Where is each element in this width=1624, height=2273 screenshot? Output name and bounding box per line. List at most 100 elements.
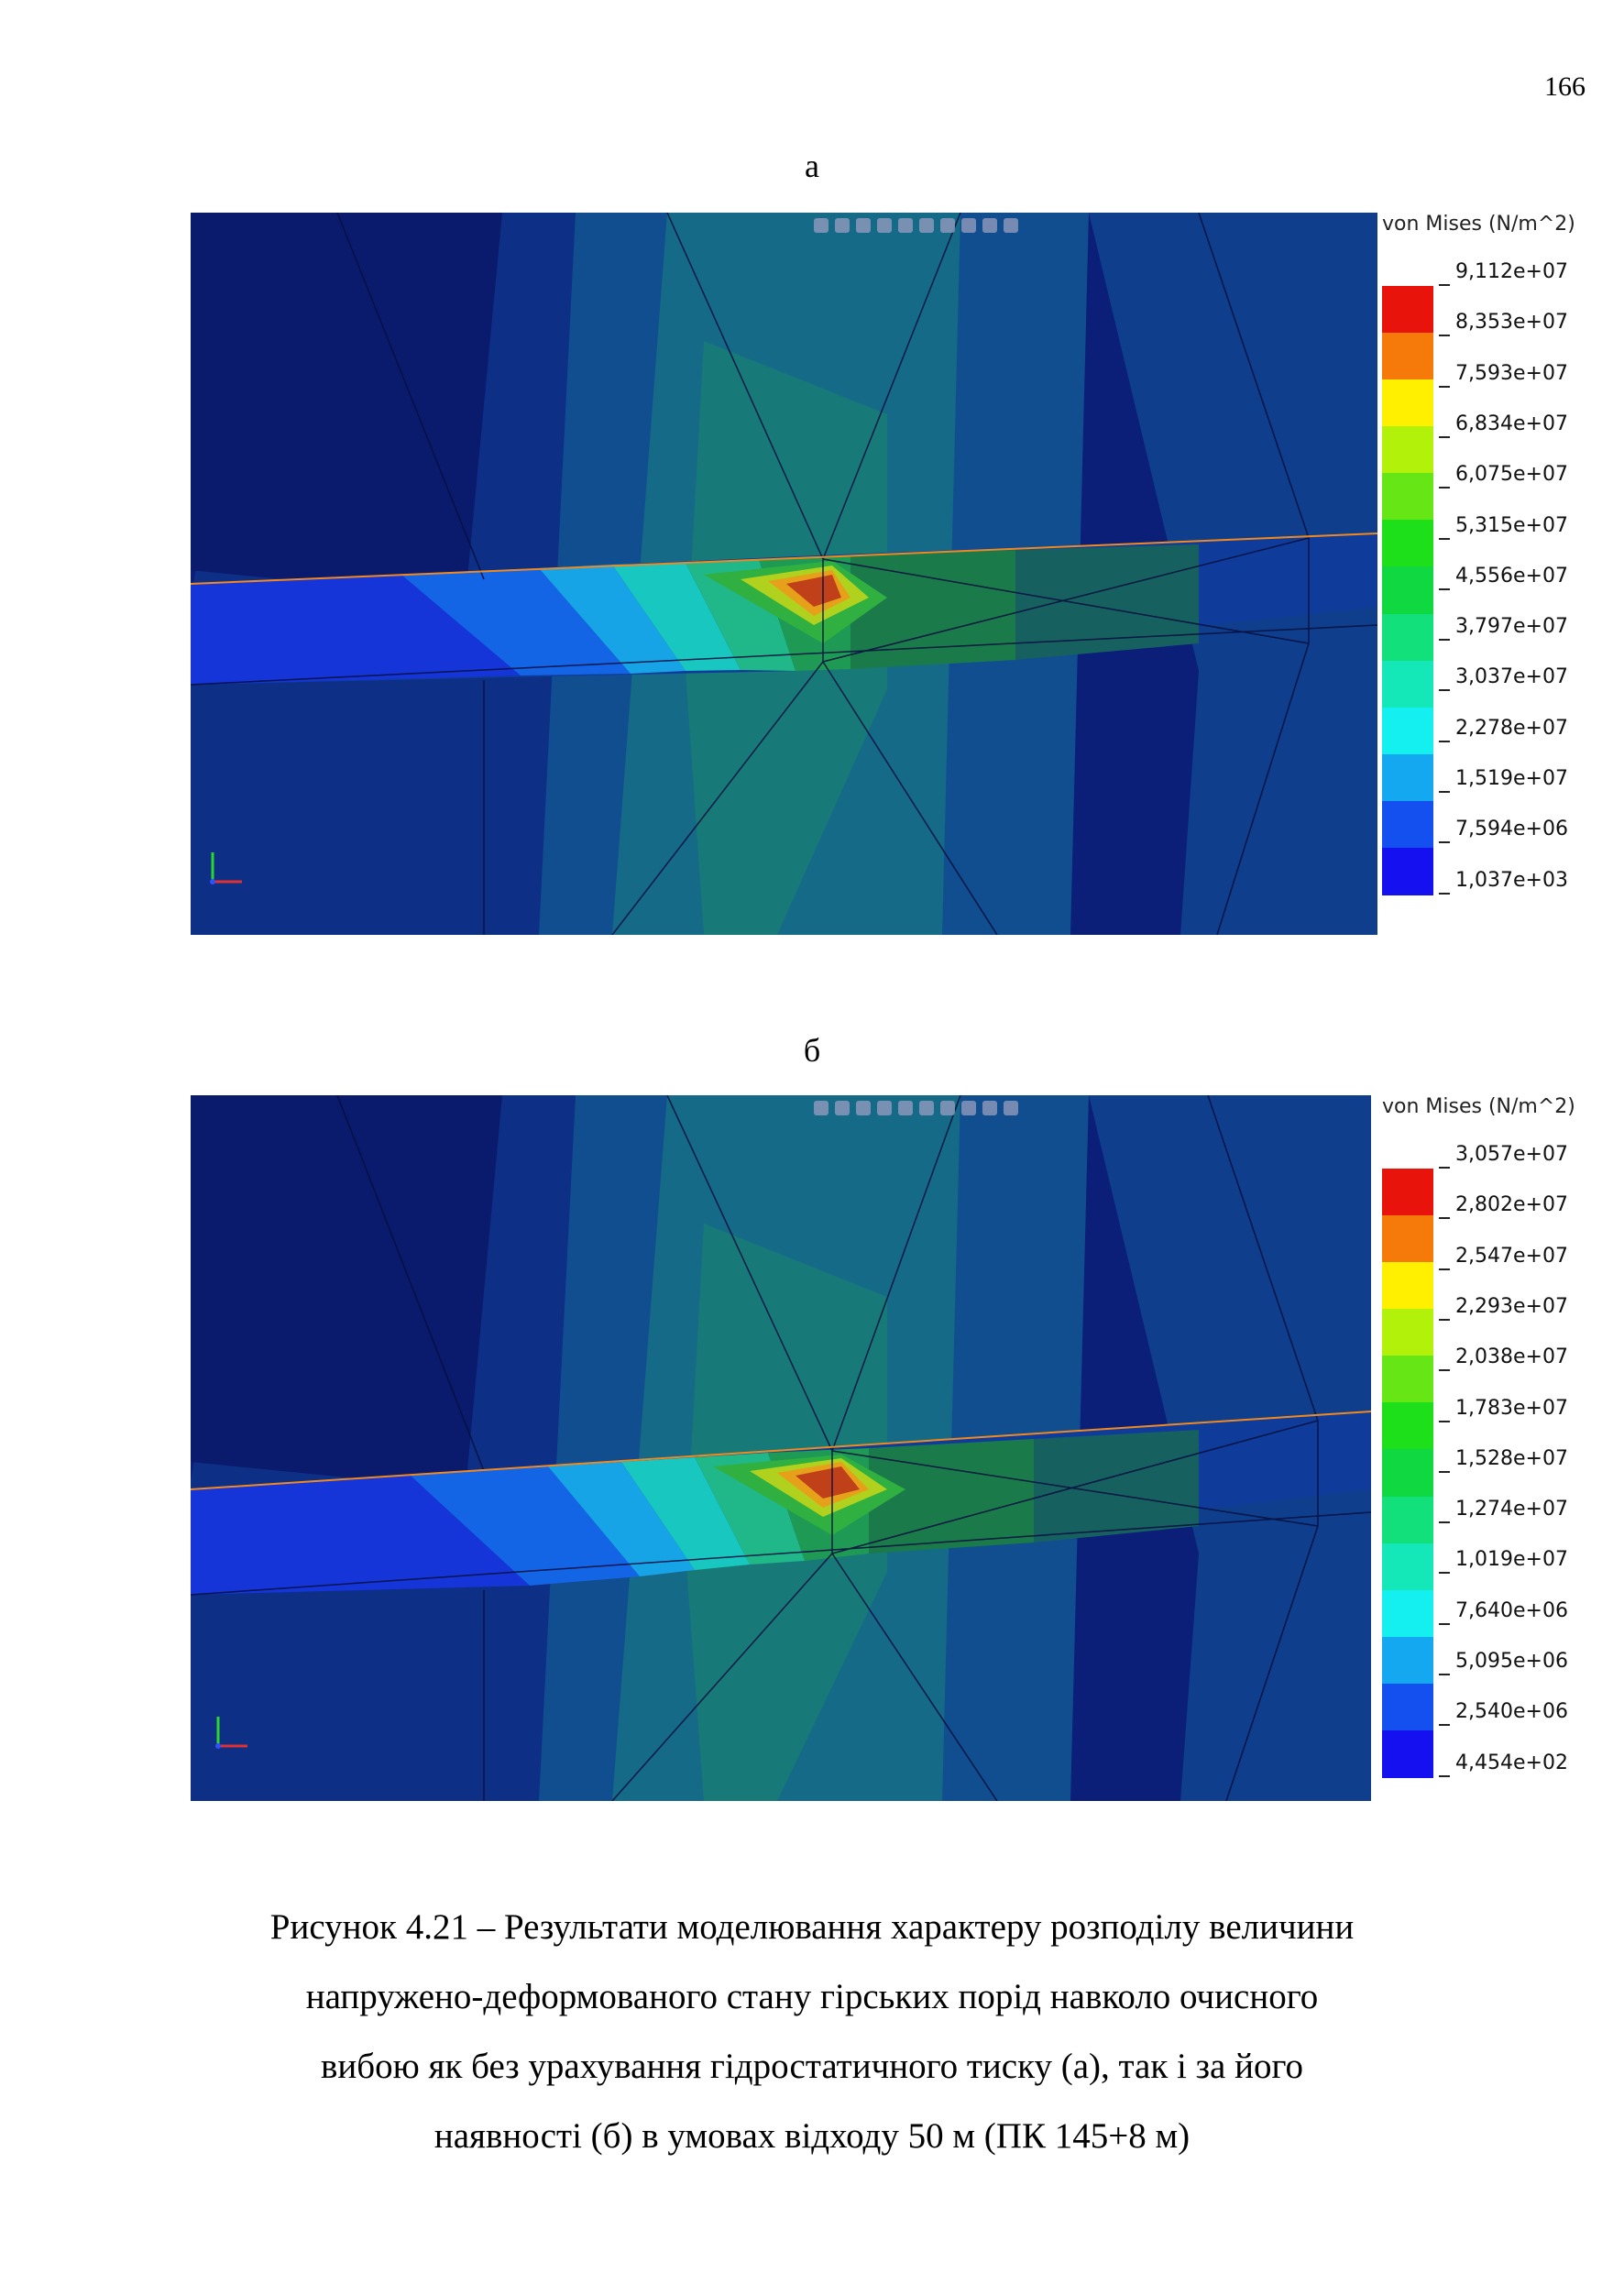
- color-scale-b: [1382, 1169, 1433, 1778]
- stress-contour-plot-b: [191, 1095, 1371, 1801]
- legend-swatch-b: [1382, 1543, 1433, 1591]
- caption-line-2: напружено-деформованого стану гірських п…: [305, 1977, 1319, 2016]
- display-style-icon[interactable]: [919, 1101, 934, 1115]
- display-style-icon[interactable]: [919, 218, 934, 233]
- legend-tick-a: [1439, 537, 1450, 540]
- legend-swatch-a: [1382, 707, 1433, 755]
- legend-swatch-a: [1382, 660, 1433, 708]
- legend-tick-a: [1439, 335, 1450, 337]
- appearance-icon[interactable]: [961, 1101, 976, 1115]
- legend-swatch-a: [1382, 566, 1433, 615]
- legend-tick-a: [1439, 841, 1450, 844]
- legend-tick-b: [1439, 1521, 1450, 1524]
- panel-label-b: б: [803, 1032, 821, 1069]
- legend-swatch-b: [1382, 1215, 1433, 1264]
- view-orientation-icon[interactable]: [877, 1101, 892, 1115]
- legend-swatch-a: [1382, 379, 1433, 428]
- legend-tick-a: [1439, 791, 1450, 793]
- legend-swatch-b: [1382, 1589, 1433, 1638]
- legend-swatch-b: [1382, 1496, 1433, 1544]
- legend-value-a: 6,834e+07: [1455, 412, 1568, 435]
- pan-icon[interactable]: [856, 1101, 871, 1115]
- legend-tick-a: [1439, 587, 1450, 590]
- legend-tick-b: [1439, 1369, 1450, 1372]
- legend-value-a: 1,037e+03: [1455, 868, 1568, 892]
- legend-swatch-b: [1382, 1309, 1433, 1357]
- legend-tick-b: [1439, 1774, 1450, 1777]
- pan-icon[interactable]: [856, 218, 871, 233]
- appearance-icon[interactable]: [961, 218, 976, 233]
- contour-field-b: [191, 1095, 1371, 1801]
- zoom-area-icon[interactable]: [835, 218, 850, 233]
- legend-value-b: 7,640e+06: [1455, 1598, 1568, 1622]
- legend-tick-b: [1439, 1318, 1450, 1321]
- legend-value-a: 6,075e+07: [1455, 463, 1568, 487]
- legend-swatch-b: [1382, 1402, 1433, 1451]
- legend-swatch-b: [1382, 1356, 1433, 1404]
- legend-tick-b: [1439, 1470, 1450, 1473]
- zoom-icon[interactable]: [814, 1101, 828, 1115]
- legend-tick-b: [1439, 1572, 1450, 1575]
- hide-show-icon[interactable]: [940, 218, 955, 233]
- legend-tick-a: [1439, 487, 1450, 489]
- caption-line-1: Рисунок 4.21 – Результати моделювання ха…: [269, 1907, 1355, 1947]
- legend-b: von Mises (N/m^2) 3,057e+07 2,802e+07 2,54…: [1382, 1095, 1624, 1792]
- zoom-icon[interactable]: [814, 218, 828, 233]
- legend-swatch-b: [1382, 1636, 1433, 1685]
- legend-swatch-a: [1382, 753, 1433, 802]
- legend-value-b: 2,038e+07: [1455, 1345, 1568, 1369]
- legend-tick-a: [1439, 892, 1450, 895]
- figure-caption: Рисунок 4.21 – Результати моделювання ха…: [165, 1893, 1459, 2171]
- legend-value-a: 8,353e+07: [1455, 311, 1568, 335]
- legend-swatch-b: [1382, 1169, 1433, 1216]
- scene-icon[interactable]: [982, 218, 997, 233]
- hide-show-icon[interactable]: [940, 1101, 955, 1115]
- legend-swatch-b: [1382, 1262, 1433, 1311]
- legend-tick-a: [1439, 689, 1450, 692]
- legend-tick-a: [1439, 740, 1450, 742]
- view-orientation-icon[interactable]: [877, 218, 892, 233]
- contour-field-a: [191, 213, 1377, 935]
- legend-tick-a: [1439, 385, 1450, 388]
- scene-icon[interactable]: [982, 1101, 997, 1115]
- legend-value-a: 1,519e+07: [1455, 767, 1568, 790]
- zoom-area-icon[interactable]: [835, 1101, 850, 1115]
- stress-contour-plot-a: [191, 213, 1377, 935]
- legend-swatch-a: [1382, 333, 1433, 381]
- legend-swatch-a: [1382, 286, 1433, 334]
- caption-line-3: вибою як без урахування гідростатичного …: [321, 2047, 1303, 2086]
- caption-line-4: наявності (б) в умовах відходу 50 м (ПК …: [433, 2116, 1191, 2156]
- legend-value-a: 3,797e+07: [1455, 615, 1568, 639]
- legend-value-b: 2,540e+06: [1455, 1700, 1568, 1724]
- legend-tick-a: [1439, 435, 1450, 438]
- legend-value-a: 7,594e+06: [1455, 818, 1568, 841]
- legend-value-b: 5,095e+06: [1455, 1650, 1568, 1673]
- monitor-icon[interactable]: [1004, 1101, 1018, 1115]
- legend-swatch-b: [1382, 1729, 1433, 1778]
- legend-tick-a: [1439, 284, 1450, 286]
- legend-tick-a: [1439, 639, 1450, 642]
- legend-value-a: 4,556e+07: [1455, 564, 1568, 587]
- legend-value-a: 3,037e+07: [1455, 665, 1568, 689]
- legend-tick-b: [1439, 1217, 1450, 1220]
- monitor-icon[interactable]: [1004, 218, 1018, 233]
- page-number: 166: [1544, 71, 1586, 102]
- legend-a: von Mises (N/m^2) 9,112e+07 8,353e+07 7,59…: [1382, 213, 1624, 909]
- legend-tick-b: [1439, 1622, 1450, 1625]
- legend-tick-b: [1439, 1268, 1450, 1270]
- viewer-toolbar-a: [814, 218, 1018, 233]
- color-scale-a: [1382, 286, 1433, 895]
- legend-tick-b: [1439, 1420, 1450, 1422]
- legend-swatch-a: [1382, 473, 1433, 522]
- section-view-icon[interactable]: [898, 218, 913, 233]
- section-view-icon[interactable]: [898, 1101, 913, 1115]
- legend-value-a: 2,278e+07: [1455, 716, 1568, 740]
- legend-title-a: von Mises (N/m^2): [1382, 213, 1575, 236]
- legend-value-b: 2,547e+07: [1455, 1244, 1568, 1268]
- legend-tick-b: [1439, 1724, 1450, 1727]
- legend-value-b: 1,528e+07: [1455, 1446, 1568, 1470]
- legend-value-b: 1,274e+07: [1455, 1498, 1568, 1521]
- legend-value-b: 1,019e+07: [1455, 1548, 1568, 1572]
- legend-swatch-a: [1382, 800, 1433, 849]
- legend-swatch-b: [1382, 1449, 1433, 1498]
